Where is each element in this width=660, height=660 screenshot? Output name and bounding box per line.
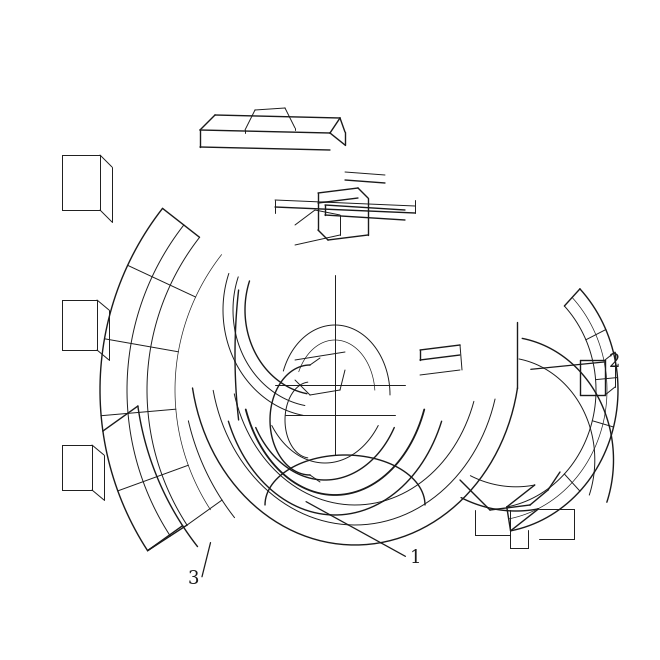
Text: 3: 3 xyxy=(188,570,199,589)
Text: 1: 1 xyxy=(410,548,421,567)
Text: 2: 2 xyxy=(609,352,620,371)
